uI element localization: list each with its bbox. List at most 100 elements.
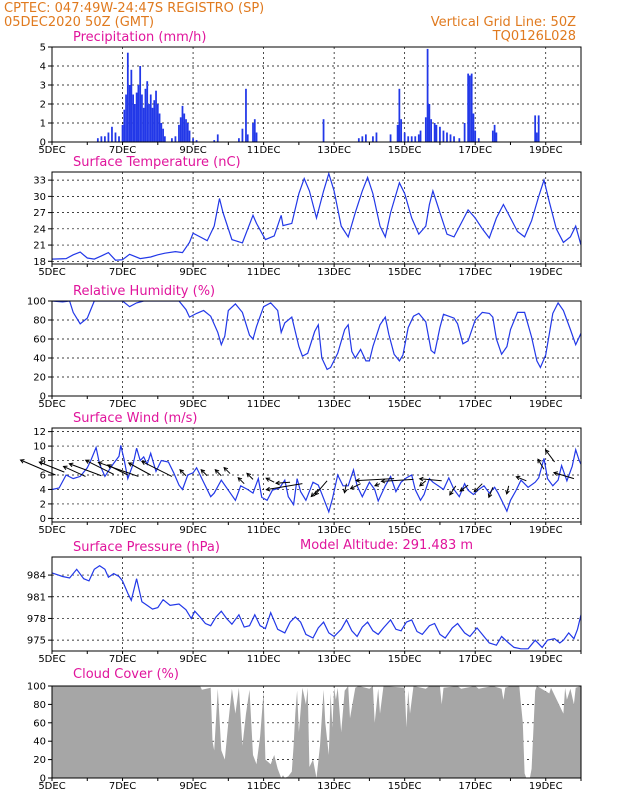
x-tick-label: 13DEC [317,781,351,792]
panel-title: Surface Pressure (hPa) [73,540,220,555]
x-tick-label: 5DEC [38,781,65,792]
wind-arrow [552,471,575,480]
x-tick-label: 17DEC [458,267,492,278]
precip-bar [398,88,401,142]
x-tick-label: 15DEC [388,267,422,278]
precip-bar [245,88,247,142]
panel-title: Precipitation (mm/h) [73,30,206,45]
wind-arrow [127,462,151,476]
precip-bar [149,94,152,142]
cloud-cover-area [52,686,581,778]
y-tick-label: 100 [27,682,46,693]
x-tick-label: 13DEC [317,399,351,410]
x-tick-label: 7DEC [109,525,136,536]
y-tick-label: 20 [33,373,46,384]
wind-arrow [140,460,173,477]
y-tick-label: 2 [40,499,46,510]
x-tick-label: 11DEC [247,781,281,792]
precip-bar [372,136,374,142]
y-tick-label: 40 [33,354,46,365]
wind-arrow [515,475,527,482]
precip-bar [142,107,145,142]
precip-bar [153,100,156,142]
precip-bar [135,92,138,142]
plot-frame [51,171,582,265]
y-tick-label: 5 [40,43,46,54]
y-tick-label: 1 [40,119,46,130]
precip-bar [114,132,117,142]
x-tick-label: 17DEC [458,399,492,410]
precip-bar [132,94,134,142]
precip-bar [155,90,157,142]
precip-bar [100,136,103,142]
wind-arrow [237,476,245,485]
precip-bar [192,138,194,142]
plot-frame [51,685,582,779]
wind-arrow [200,468,208,477]
x-tick-label: 13DEC [317,525,351,536]
x-tick-label: 9DEC [179,654,206,665]
wind-arrow [314,480,328,496]
x-tick-label: 5DEC [38,525,65,536]
precip-bar [357,138,360,142]
x-tick-label: 11DEC [247,654,281,665]
wind-arrow [505,485,510,495]
wind-arrow [342,483,348,494]
x-tick-label: 7DEC [109,654,136,665]
precip-bar [163,136,166,142]
wind-arrow [310,489,319,498]
y-tick-label: 978 [27,614,46,625]
plot-frame [51,46,582,143]
x-tick-label: 17DEC [458,525,492,536]
x-tick-label: 7DEC [109,781,136,792]
y-tick-label: 10 [33,442,46,453]
precip-bar [156,104,159,142]
panel-title: Surface Wind (m/s) [73,411,197,426]
wind-arrow [214,468,222,477]
precip-bar [96,138,99,142]
x-tick-label: 13DEC [317,267,351,278]
precip-bar [141,94,143,142]
wind-arrow [97,461,139,477]
y-tick-label: 27 [33,208,46,219]
precip-bar [536,132,538,142]
precip-bar [179,117,182,142]
precip-bar [470,73,473,142]
wind-arrow [223,466,231,474]
precip-bar [146,81,149,142]
panel-title: Cloud Cover (%) [73,667,179,682]
x-tick-label: 9DEC [179,781,206,792]
x-tick-label: 9DEC [179,267,206,278]
y-tick-label: 18 [33,257,46,268]
wind-arrow [419,480,427,487]
y-tick-label: 80 [33,316,46,327]
x-tick-label: 17DEC [458,145,492,156]
precip-bar [410,136,413,142]
wind-arrow [68,462,102,477]
panel-3: Relative Humidity (%) 5DEC 7DEC 9DEC 11DEC 13… [27,284,582,410]
wind-arrow [265,483,303,492]
precip-bar [126,52,129,143]
wind-arrow [537,458,545,470]
x-tick-label: 17DEC [458,781,492,792]
x-tick-label: 13DEC [317,145,351,156]
y-tick-label: 3 [40,81,46,92]
precip-bar [458,138,461,142]
x-tick-label: 5DEC [38,267,65,278]
panel-1: Precipitation (mm/h) 5DEC 7DEC 9DEC 11DEC 13D… [38,30,582,156]
panel-5: Surface Pressure (hPa) 5DEC 7DEC 9DEC 11DEC 1… [27,540,582,665]
precip-bar [428,104,431,142]
y-tick-label: 30 [33,192,46,203]
x-tick-label: 15DEC [388,145,422,156]
precip-bar [495,132,498,142]
precip-bar [252,123,254,142]
precip-bar [107,132,110,142]
precip-bar [144,88,147,142]
wind-arrow [275,480,291,486]
y-tick-label: 24 [33,224,46,235]
y-tick-label: 0 [40,774,46,785]
y-tick-label: 100 [27,297,46,308]
wind-arrow [84,459,114,475]
precip-bar [435,124,438,142]
precip-bar [375,132,378,142]
